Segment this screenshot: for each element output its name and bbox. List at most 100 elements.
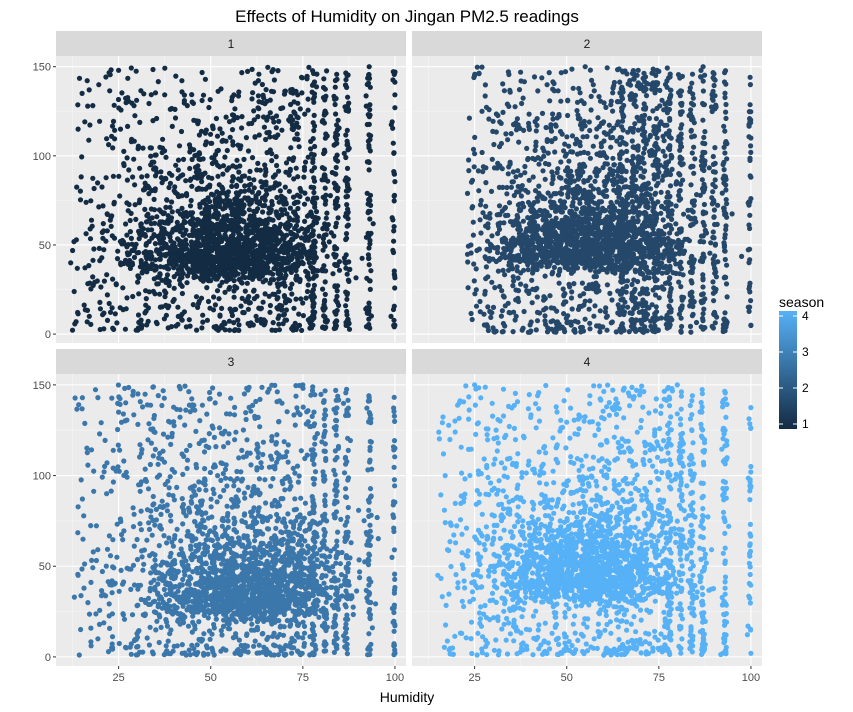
data-point <box>235 317 241 323</box>
data-point <box>227 327 233 333</box>
data-point <box>635 127 641 133</box>
data-point <box>607 290 613 296</box>
data-point <box>91 185 97 192</box>
data-point <box>499 251 505 257</box>
data-point <box>322 325 328 331</box>
data-point <box>593 166 599 172</box>
data-point <box>534 318 541 324</box>
data-point <box>255 160 261 166</box>
data-point <box>143 288 149 294</box>
data-point <box>469 177 476 183</box>
data-point <box>118 107 124 113</box>
data-point <box>366 208 372 214</box>
data-point <box>282 294 288 300</box>
data-point <box>310 120 316 126</box>
data-point <box>173 162 179 168</box>
data-point <box>335 117 341 123</box>
data-point <box>576 225 582 231</box>
data-point <box>166 170 173 176</box>
data-point <box>241 310 247 316</box>
data-point <box>264 98 270 104</box>
data-point <box>515 256 521 262</box>
data-point <box>306 260 312 266</box>
data-point <box>309 265 315 271</box>
data-point <box>258 249 264 255</box>
data-point <box>127 217 133 224</box>
data-point <box>271 277 277 283</box>
data-point <box>214 276 220 282</box>
data-point <box>332 309 338 315</box>
data-point <box>595 115 601 121</box>
data-point <box>291 109 297 115</box>
data-point <box>598 120 605 126</box>
data-point <box>566 143 572 149</box>
data-point <box>130 174 136 180</box>
data-point <box>312 143 318 150</box>
data-point <box>222 201 228 208</box>
data-point <box>305 196 311 202</box>
data-point <box>232 222 238 228</box>
data-point <box>341 150 347 156</box>
data-point <box>289 291 295 297</box>
data-point <box>270 320 276 326</box>
data-point <box>217 164 223 170</box>
data-point <box>283 160 290 166</box>
data-point <box>151 232 157 238</box>
data-point <box>366 72 372 78</box>
data-point <box>125 95 131 101</box>
data-point <box>335 215 341 221</box>
data-point <box>190 228 196 234</box>
data-point <box>580 134 586 140</box>
data-point <box>264 248 270 254</box>
data-point <box>540 145 546 151</box>
data-point <box>519 327 525 333</box>
data-point <box>556 280 562 286</box>
data-point <box>119 90 125 96</box>
data-point <box>200 92 207 98</box>
data-point <box>204 243 210 249</box>
data-point <box>470 232 476 238</box>
data-point <box>202 142 208 148</box>
data-point <box>301 174 307 180</box>
data-point <box>187 248 193 254</box>
data-point <box>194 217 200 223</box>
data-point <box>229 178 235 184</box>
data-point <box>328 230 334 236</box>
data-point <box>510 169 516 175</box>
data-point <box>282 240 288 246</box>
data-point <box>151 159 157 165</box>
data-point <box>637 230 643 236</box>
data-point <box>121 162 127 169</box>
data-point <box>169 123 175 129</box>
data-point <box>249 96 255 102</box>
data-point <box>262 291 268 297</box>
data-point <box>611 244 617 250</box>
data-point <box>274 194 280 201</box>
data-point <box>277 188 283 194</box>
data-point <box>602 253 608 259</box>
data-point <box>558 159 564 165</box>
data-point <box>159 304 165 310</box>
data-point <box>216 182 222 188</box>
data-point <box>260 299 266 305</box>
data-point <box>109 213 115 219</box>
data-point <box>542 196 548 202</box>
data-point <box>176 143 183 149</box>
data-point <box>366 159 372 165</box>
data-point <box>545 190 551 196</box>
data-point <box>344 181 350 187</box>
data-point <box>162 65 168 71</box>
data-point <box>525 199 532 205</box>
data-point <box>572 221 578 227</box>
data-point <box>171 285 177 291</box>
data-point <box>159 277 165 283</box>
data-point <box>198 175 204 181</box>
data-point <box>392 322 398 328</box>
data-point <box>261 95 267 101</box>
data-point <box>198 227 204 233</box>
data-point <box>253 208 259 214</box>
data-point <box>179 89 185 95</box>
data-point <box>297 193 303 200</box>
data-point <box>545 150 551 156</box>
data-point <box>155 281 161 287</box>
